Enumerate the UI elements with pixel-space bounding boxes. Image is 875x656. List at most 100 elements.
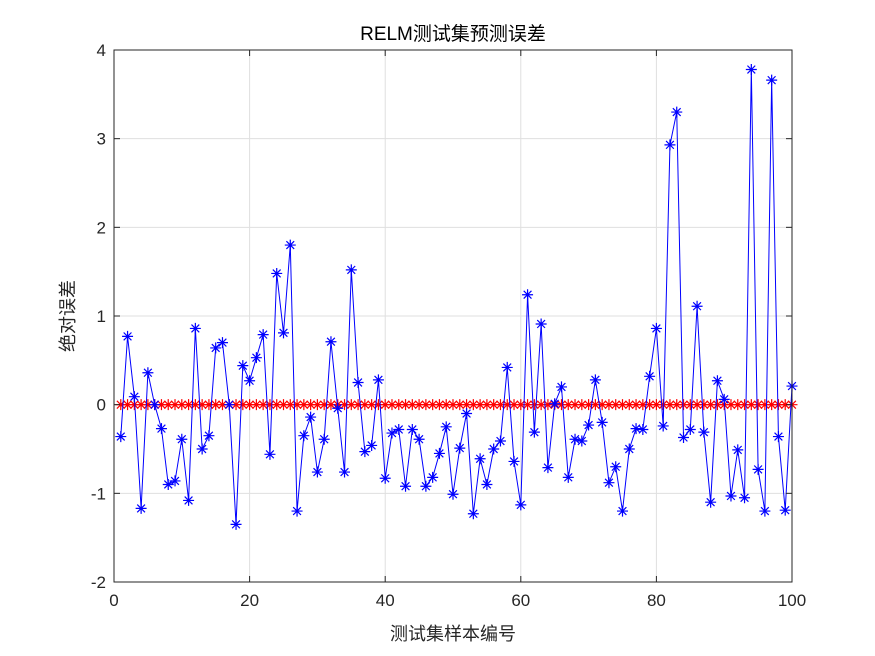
- data-point-marker: [230, 399, 242, 411]
- data-point-marker: [278, 399, 289, 411]
- data-point-marker: [345, 399, 357, 411]
- data-point-marker: [176, 433, 188, 445]
- data-point-marker: [705, 496, 717, 508]
- data-point-marker: [603, 399, 615, 411]
- data-point-marker: [522, 289, 534, 301]
- data-point-marker: [250, 352, 262, 364]
- data-point-marker: [135, 502, 147, 514]
- data-point-marker: [271, 399, 283, 411]
- y-axis-label: 绝对误差: [58, 280, 78, 352]
- data-point-marker: [494, 399, 506, 411]
- data-point-marker: [393, 399, 405, 411]
- data-point-marker: [630, 423, 642, 435]
- data-point-marker: [142, 399, 154, 411]
- data-point-marker: [569, 399, 581, 411]
- data-point-marker: [115, 431, 127, 443]
- data-point-marker: [366, 439, 378, 451]
- data-point-marker: [169, 475, 181, 487]
- chart-title: RELM测试集预测误差: [360, 23, 546, 45]
- data-point-marker: [427, 399, 439, 411]
- data-point-marker: [501, 361, 513, 373]
- data-point-marker: [298, 399, 310, 411]
- data-point-marker: [617, 399, 628, 411]
- data-point-marker: [162, 399, 174, 411]
- data-point-marker: [372, 374, 384, 386]
- data-point-marker: [447, 399, 459, 411]
- data-point-marker: [372, 399, 384, 411]
- data-point-marker: [345, 264, 357, 276]
- data-point-marker: [264, 448, 276, 460]
- data-point-marker: [183, 494, 195, 506]
- data-point-marker: [352, 399, 364, 411]
- data-point-marker: [176, 399, 188, 411]
- data-point-marker: [440, 421, 452, 433]
- data-point-marker: [339, 466, 351, 478]
- data-point-marker: [664, 399, 676, 411]
- data-point-marker: [630, 399, 642, 411]
- data-point-marker: [467, 508, 479, 520]
- data-point-marker: [711, 399, 723, 411]
- data-point-marker: [400, 399, 412, 411]
- data-point-marker: [128, 391, 140, 403]
- data-point-marker: [488, 399, 500, 411]
- data-point-marker: [379, 399, 391, 411]
- data-point-marker: [433, 447, 445, 459]
- data-point-marker: [189, 399, 201, 411]
- data-point-marker: [562, 399, 574, 411]
- data-point-marker: [623, 443, 635, 455]
- data-point-marker: [359, 446, 371, 458]
- data-point-marker: [413, 399, 425, 411]
- data-point-marker: [291, 399, 303, 411]
- data-point-marker: [291, 505, 303, 517]
- data-point-marker: [644, 370, 656, 382]
- data-point-marker: [183, 399, 195, 411]
- data-point-marker: [420, 399, 432, 411]
- data-point-marker: [393, 423, 405, 435]
- data-point-marker: [440, 399, 452, 411]
- data-point-marker: [461, 408, 473, 420]
- data-point-marker: [454, 442, 466, 454]
- data-point-marker: [244, 375, 256, 387]
- data-point-marker: [583, 399, 595, 411]
- y-tick-label: 2: [97, 218, 106, 237]
- data-point-marker: [637, 399, 649, 411]
- data-point-marker: [555, 399, 567, 411]
- data-point-marker: [759, 399, 771, 411]
- data-point-marker: [122, 330, 134, 342]
- data-point-marker: [467, 399, 479, 411]
- data-point-marker: [244, 399, 256, 411]
- data-point-marker: [562, 471, 574, 483]
- data-point-marker: [135, 399, 147, 411]
- data-point-marker: [705, 399, 717, 411]
- data-point-marker: [657, 420, 669, 432]
- x-tick-label: 40: [376, 591, 395, 610]
- data-point-marker: [352, 377, 364, 388]
- data-point-marker: [379, 472, 391, 484]
- data-point-marker: [189, 322, 201, 334]
- data-point-marker: [169, 399, 181, 411]
- data-point-marker: [454, 399, 466, 411]
- data-point-marker: [739, 399, 751, 411]
- data-point-marker: [515, 499, 527, 511]
- data-point-marker: [481, 399, 493, 411]
- data-point-marker: [752, 399, 764, 411]
- data-point-marker: [494, 435, 506, 447]
- data-point-marker: [779, 504, 791, 516]
- data-point-marker: [698, 399, 710, 411]
- data-point-marker: [257, 329, 269, 341]
- data-point-marker: [155, 423, 167, 435]
- data-point-marker: [603, 477, 615, 489]
- data-point-marker: [644, 399, 656, 411]
- data-point-marker: [576, 399, 588, 411]
- data-point-marker: [237, 360, 249, 372]
- ticks: 0 20 40 60 80 100 -2 -1 0 1 2 3 4: [91, 41, 806, 610]
- series-group: [115, 64, 798, 530]
- data-point-marker: [196, 399, 208, 411]
- data-point-marker: [115, 399, 127, 411]
- data-point-marker: [474, 453, 486, 465]
- y-tick-label: 0: [97, 396, 106, 415]
- data-point-marker: [671, 399, 683, 411]
- data-point-marker: [488, 443, 500, 455]
- data-point-marker: [420, 480, 432, 492]
